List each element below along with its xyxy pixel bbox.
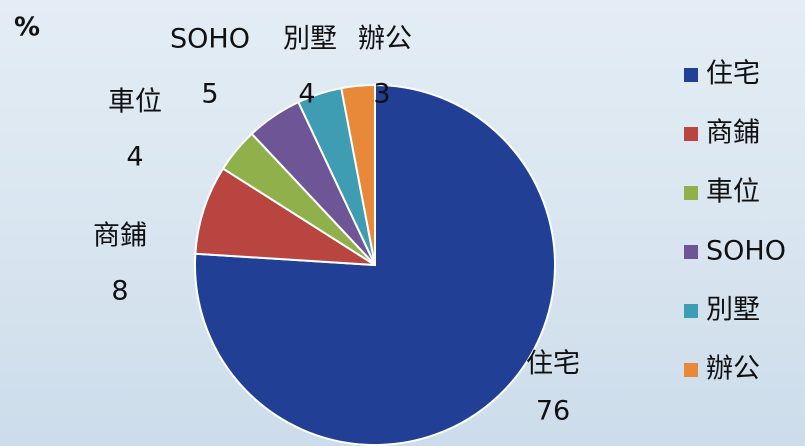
value-label: 4 [126,142,143,173]
pie [194,83,556,446]
value-label: 4 [298,79,315,110]
legend-swatch [684,245,698,259]
legend-label: 別墅 [706,295,760,326]
slice-label: 車位 [108,87,162,118]
legend-label: 辦公 [706,354,760,385]
legend-swatch [684,186,698,200]
legend-label: SOHO [706,236,786,267]
pie-slice [194,167,376,266]
pie-slice [340,83,376,266]
slice-label: SOHO [170,24,250,55]
slice-label: 別墅 [283,24,337,55]
labels: 住宅 76 商鋪 8 車位 4 SOHO 5 別墅 4 辦公 3 [93,24,580,427]
legend-swatch [684,68,698,82]
legend-swatch [684,127,698,141]
value-label: 76 [536,396,570,427]
chart-title: % [14,13,40,43]
value-label: 5 [201,79,218,110]
value-label: 3 [373,79,390,110]
slice-label: 住宅 [526,349,580,380]
legend-swatch [684,304,698,318]
legend-swatch [684,363,698,377]
value-label: 8 [111,276,128,307]
legend-label: 商鋪 [706,118,760,149]
pie-slice [194,83,556,446]
slice-label: 商鋪 [93,221,147,252]
legend-label: 住宅 [706,59,760,90]
legend-label: 車位 [706,177,760,208]
slice-label: 辦公 [358,24,412,55]
